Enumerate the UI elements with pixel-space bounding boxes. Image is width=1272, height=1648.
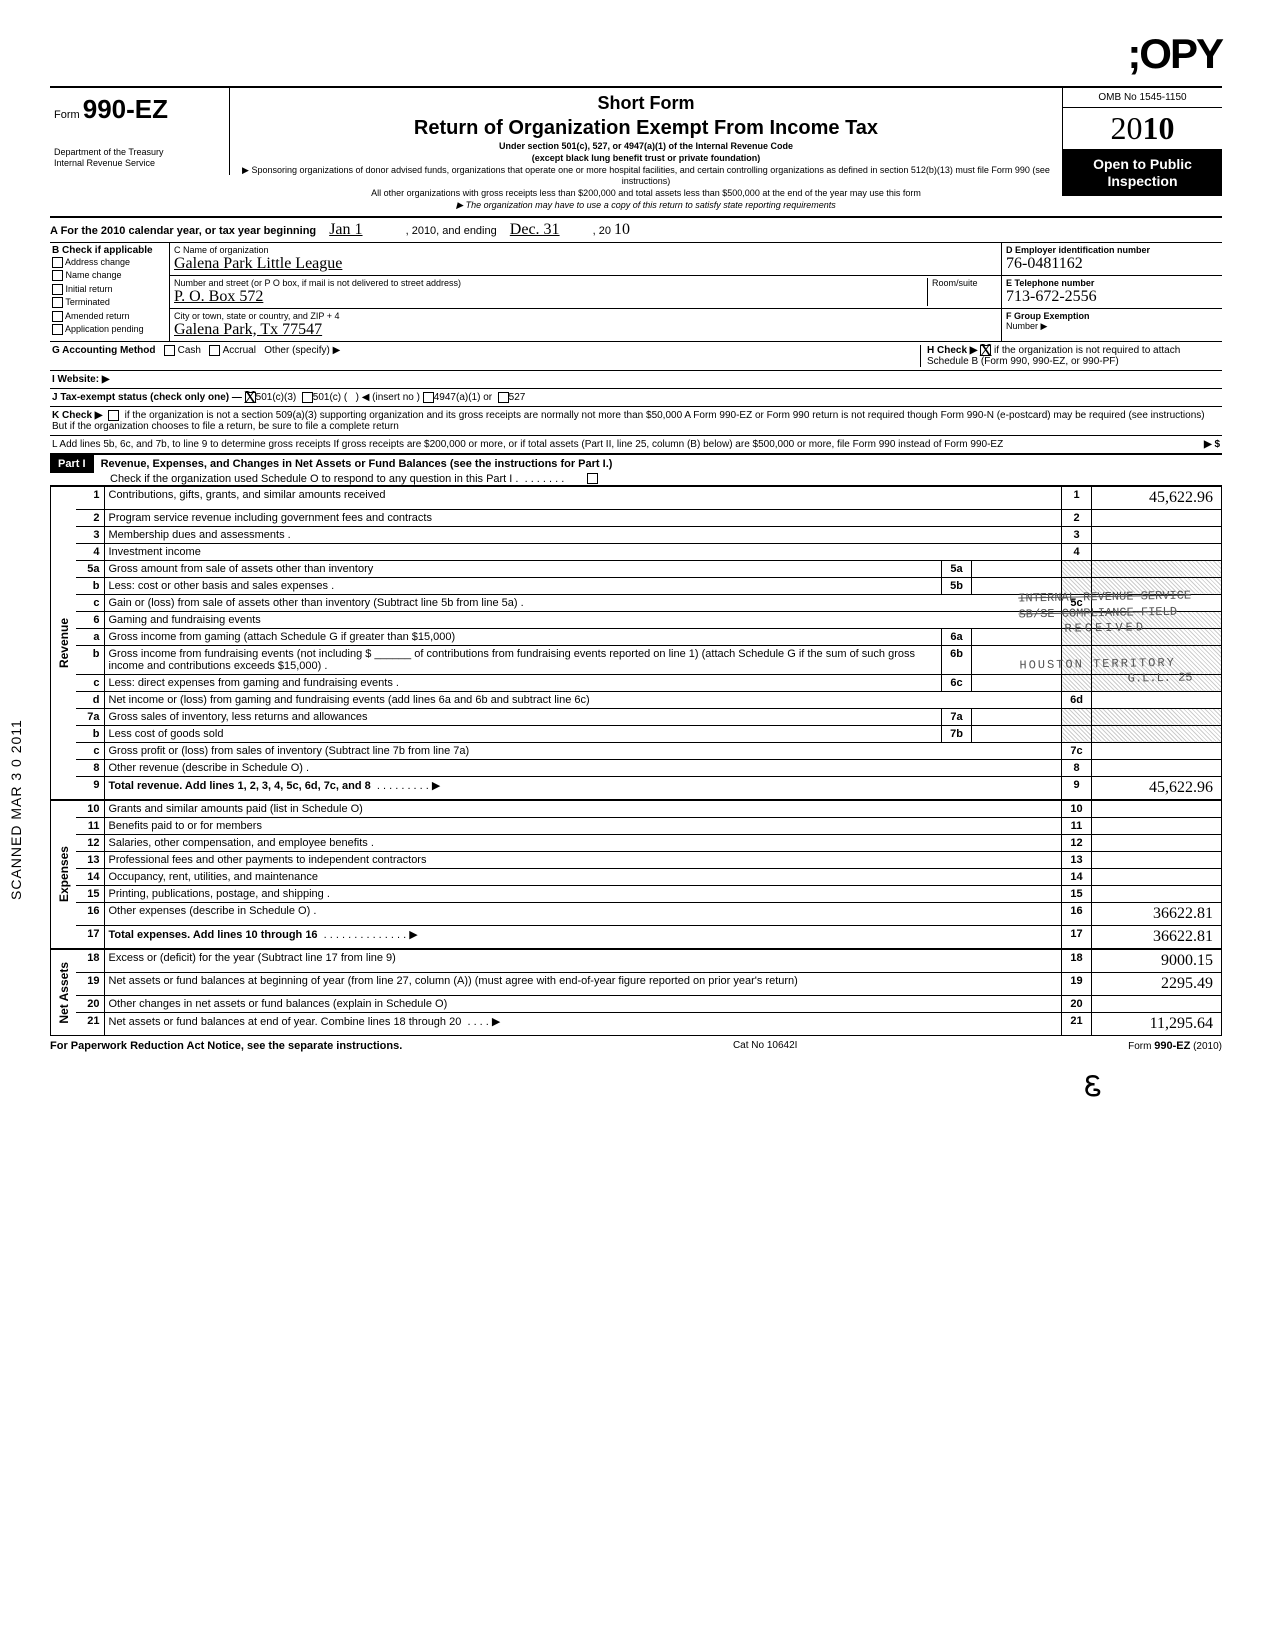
- block-b-checks: B Check if applicable Address change Nam…: [50, 243, 170, 341]
- signature-mark: Ꮛ: [50, 1052, 1222, 1104]
- title-sub2: (except black lung benefit trust or priv…: [532, 153, 761, 163]
- f-label2: Number ▶: [1006, 321, 1218, 332]
- expenses-label: Expenses: [57, 846, 71, 902]
- room-suite: Room/suite: [927, 278, 997, 306]
- irs-stamp: INTERNAL REVENUE SERVICE SB/SE COMPLIANC…: [1018, 588, 1193, 689]
- check-initial[interactable]: Initial return: [52, 283, 167, 297]
- title-note1: ▶ Sponsoring organizations of donor advi…: [238, 165, 1054, 188]
- c-label: C Name of organization: [174, 245, 997, 255]
- title-main: Return of Organization Exempt From Incom…: [238, 115, 1054, 141]
- ein: 76-0481162: [1006, 255, 1218, 273]
- row-h: H Check ▶ X if the organization is not r…: [920, 345, 1220, 367]
- open-inspection: Open to PublicInspection: [1063, 150, 1222, 196]
- line-a: A For the 2010 calendar year, or tax yea…: [50, 218, 1222, 243]
- org-name: Galena Park Little League: [174, 255, 997, 273]
- title-note3: ▶ The organization may have to use a cop…: [456, 200, 836, 210]
- check-amended[interactable]: Amended return: [52, 310, 167, 324]
- form-number: Form 990-EZ: [54, 94, 225, 125]
- end-date: Dec. 31: [500, 221, 590, 238]
- tax-year: 2010: [1063, 108, 1222, 150]
- title-note2: All other organizations with gross recei…: [238, 188, 1054, 200]
- row-j: J Tax-exempt status (check only one) — X…: [50, 389, 1222, 407]
- revenue-label: Revenue: [57, 618, 71, 668]
- dept-treasury: Department of the Treasury: [54, 147, 225, 158]
- city-label: City or town, state or country, and ZIP …: [174, 311, 997, 321]
- row-g: G Accounting Method Cash Accrual Other (…: [52, 345, 920, 367]
- dept-irs: Internal Revenue Service: [54, 158, 225, 169]
- end-year: 10: [614, 221, 630, 238]
- scanned-stamp: SCANNED MAR 3 0 2011: [8, 719, 24, 900]
- netassets-label: Net Assets: [57, 962, 71, 1024]
- footer: For Paperwork Reduction Act Notice, see …: [50, 1036, 1222, 1052]
- row-l: L Add lines 5b, 6c, and 7b, to line 9 to…: [50, 436, 1222, 454]
- row-k: K Check ▶ if the organization is not a s…: [50, 407, 1222, 436]
- check-address[interactable]: Address change: [52, 256, 167, 270]
- begin-date: Jan 1: [319, 221, 402, 238]
- check-name[interactable]: Name change: [52, 269, 167, 283]
- form-header: Form 990-EZ Department of the Treasury I…: [50, 86, 1222, 218]
- org-address: P. O. Box 572: [174, 288, 927, 306]
- expenses-table: 10Grants and similar amounts paid (list …: [76, 800, 1222, 949]
- org-city: Galena Park, Tx 77547: [174, 321, 997, 339]
- part1-sub: Check if the organization used Schedule …: [50, 473, 518, 485]
- netassets-table: 18Excess or (deficit) for the year (Subt…: [76, 949, 1222, 1036]
- f-label: F Group Exemption: [1006, 311, 1218, 321]
- part1-title: Revenue, Expenses, and Changes in Net As…: [101, 458, 613, 470]
- d-label: D Employer identification number: [1006, 245, 1218, 255]
- check-terminated[interactable]: Terminated: [52, 296, 167, 310]
- title-sub1: Under section 501(c), 527, or 4947(a)(1)…: [499, 141, 793, 151]
- phone: 713-672-2556: [1006, 288, 1218, 306]
- omb-number: OMB No 1545-1150: [1063, 88, 1222, 108]
- title-short: Short Form: [238, 92, 1054, 115]
- check-pending[interactable]: Application pending: [52, 323, 167, 337]
- addr-label: Number and street (or P O box, if mail i…: [174, 278, 927, 288]
- e-label: E Telephone number: [1006, 278, 1218, 288]
- copy-stamp: ;OPY: [50, 30, 1222, 78]
- row-i: I Website: ▶: [52, 374, 1220, 385]
